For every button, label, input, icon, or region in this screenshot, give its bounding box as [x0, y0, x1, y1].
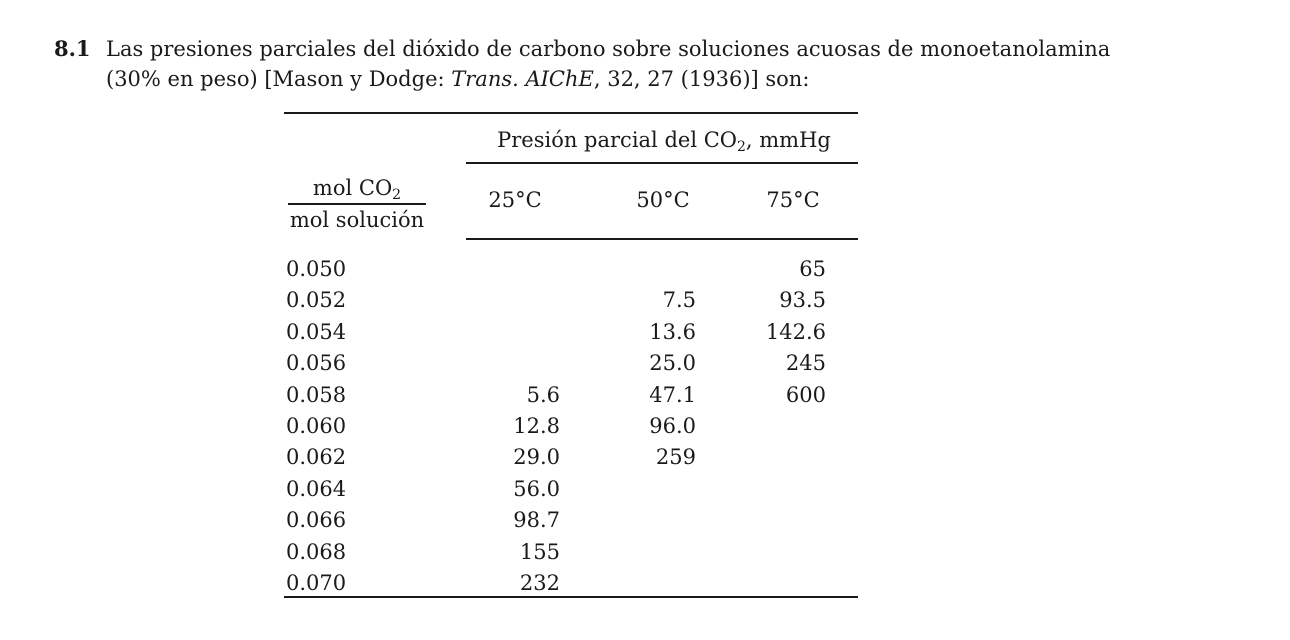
journal-name: Trans. AIChE: [451, 67, 594, 91]
pressure-25c-cell: 98.7: [513, 508, 560, 533]
group-header-subscript: 2: [737, 139, 746, 155]
mole-ratio-cell: 0.050: [286, 257, 347, 281]
pressure-75c-cell: 245: [785, 351, 826, 376]
table-row: 0.066 98.7: [284, 505, 858, 536]
mole-ratio-cell: 0.058: [286, 382, 347, 407]
pressure-50c-cell: 47.1: [649, 382, 696, 407]
pressure-25c-cell: 5.6: [526, 382, 560, 407]
column-header-50c: 50°C: [636, 188, 690, 212]
problem-line-2: (30% en peso) [Mason y Dodge: Trans. AIC…: [106, 64, 1234, 94]
table-body: 0.050 65 0.052 7.5 93.5 0.054 13.6 142.6 0.056 25…: [284, 254, 858, 599]
group-rule: [466, 162, 858, 164]
pressure-50c-cell: 25.0: [649, 351, 696, 376]
pressure-75c-cell: 142.6: [765, 319, 826, 344]
row-header-fraction: mol CO2 mol solución: [284, 174, 430, 234]
pressure-50c-cell: 96.0: [649, 413, 696, 438]
fraction-numerator: mol CO2: [284, 174, 430, 202]
mole-ratio-cell: 0.062: [286, 445, 347, 470]
fraction-bar: [288, 203, 426, 205]
pressure-50c-cell: 7.5: [662, 288, 696, 313]
table-row: 0.056 25.0 245: [284, 348, 858, 379]
pressure-75c-cell: 93.5: [779, 288, 826, 313]
bottom-rule: [284, 596, 858, 598]
mole-ratio-cell: 0.064: [286, 476, 347, 501]
problem-text: Las presiones parciales del dióxido de c…: [106, 34, 1234, 94]
column-header-25c: 25°C: [488, 188, 542, 212]
mole-ratio-cell: 0.052: [286, 288, 347, 313]
table-row: 0.052 7.5 93.5: [284, 285, 858, 316]
pressure-75c-cell: 600: [785, 382, 826, 407]
fraction-denominator: mol solución: [289, 208, 425, 232]
pressure-25c-cell: 155: [519, 539, 560, 564]
citation-suffix: , 32, 27 (1936)] son:: [593, 67, 810, 91]
pressure-50c-cell: 259: [655, 445, 696, 470]
mole-ratio-cell: 0.070: [286, 570, 347, 595]
table-row: 0.060 12.8 96.0: [284, 411, 858, 442]
table-row: 0.062 29.0 259: [284, 442, 858, 473]
table-row: 0.050 65: [284, 254, 858, 285]
mole-ratio-cell: 0.054: [286, 319, 347, 344]
table-row: 0.058 5.6 47.1 600: [284, 380, 858, 411]
top-rule: [284, 112, 858, 114]
problem-number: 8.1: [54, 36, 91, 61]
table-row: 0.064 56.0: [284, 474, 858, 505]
group-header-text: Presión parcial del CO: [497, 128, 737, 152]
numerator-subscript: 2: [392, 187, 402, 203]
table-row: 0.070 232: [284, 568, 858, 599]
table-row: 0.054 13.6 142.6: [284, 317, 858, 348]
mole-ratio-cell: 0.060: [286, 413, 347, 438]
mole-ratio-cell: 0.056: [286, 351, 347, 376]
group-header: Presión parcial del CO2, mmHg: [470, 128, 858, 155]
numerator-text: mol CO: [312, 176, 393, 200]
pressure-25c-cell: 232: [519, 570, 560, 595]
pressure-25c-cell: 56.0: [513, 476, 560, 501]
pressure-25c-cell: 29.0: [513, 445, 560, 470]
table-row: 0.068 155: [284, 537, 858, 568]
column-header-75c: 75°C: [766, 188, 820, 212]
pressure-75c-cell: 65: [799, 257, 826, 281]
mole-ratio-cell: 0.066: [286, 508, 347, 533]
header-rule: [466, 238, 858, 240]
problem-line-1: Las presiones parciales del dióxido de c…: [106, 37, 1111, 61]
pressure-25c-cell: 12.8: [513, 413, 560, 438]
problem-statement: 8.1 Las presiones parciales del dióxido …: [54, 34, 1234, 94]
citation-prefix: (30% en peso) [Mason y Dodge:: [106, 67, 452, 91]
group-header-unit: , mmHg: [745, 128, 831, 152]
pressure-50c-cell: 13.6: [649, 319, 696, 344]
mole-ratio-cell: 0.068: [286, 539, 347, 564]
